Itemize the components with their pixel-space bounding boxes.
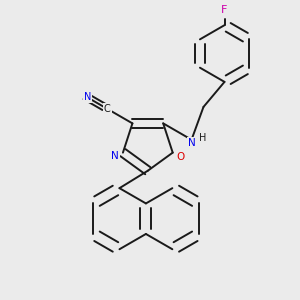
Text: F: F — [221, 5, 228, 15]
Text: O: O — [176, 152, 184, 162]
Text: N: N — [188, 138, 195, 148]
Text: C: C — [104, 104, 111, 114]
Text: N: N — [84, 92, 91, 102]
Text: H: H — [199, 133, 206, 142]
Text: N: N — [111, 151, 119, 161]
